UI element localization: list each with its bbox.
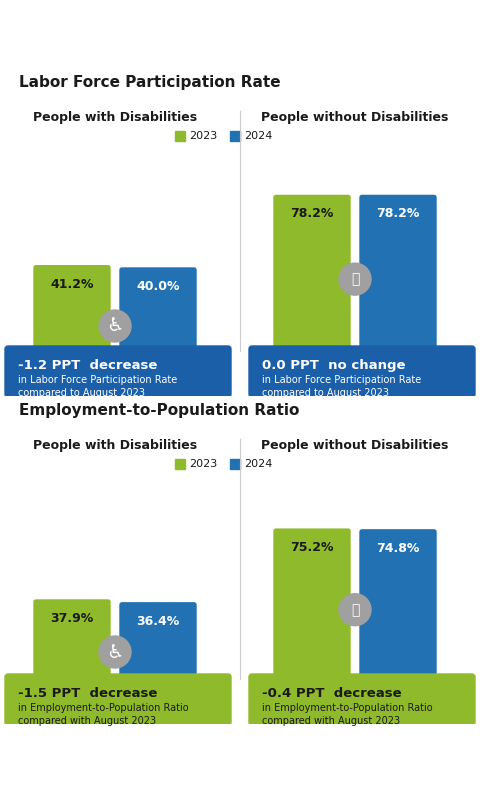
- Text: 78.2%: 78.2%: [376, 207, 420, 221]
- Circle shape: [384, 25, 461, 36]
- Text: 2023: 2023: [189, 459, 217, 469]
- Text: 🚶: 🚶: [351, 603, 359, 617]
- Text: 🚶: 🚶: [351, 272, 359, 286]
- FancyBboxPatch shape: [34, 600, 110, 676]
- FancyBboxPatch shape: [249, 674, 475, 725]
- Text: People without Disabilities: People without Disabilities: [261, 111, 449, 124]
- Text: -1.5 PPT  decrease: -1.5 PPT decrease: [18, 687, 157, 700]
- FancyBboxPatch shape: [175, 459, 185, 469]
- FancyBboxPatch shape: [5, 346, 231, 397]
- FancyBboxPatch shape: [274, 195, 350, 348]
- Text: 74.8%: 74.8%: [376, 542, 420, 555]
- FancyBboxPatch shape: [230, 131, 240, 141]
- Text: 41.2%: 41.2%: [50, 278, 94, 291]
- Text: in Employment-to-Population Ratio
compared with August 2023: in Employment-to-Population Ratio compar…: [262, 703, 432, 727]
- Text: -0.4 PPT  decrease: -0.4 PPT decrease: [262, 687, 402, 700]
- Circle shape: [99, 636, 131, 668]
- FancyBboxPatch shape: [274, 529, 350, 676]
- Text: People with Disabilities: People with Disabilities: [33, 111, 197, 124]
- Text: September 2024 National Trends In Disability Employment Report (nTIDE): September 2024 National Trends In Disabi…: [12, 742, 347, 751]
- Text: ♿: ♿: [106, 317, 124, 336]
- FancyBboxPatch shape: [360, 195, 436, 348]
- Text: National Trends In Disability Employment
Year-to-Year Comparison: National Trends In Disability Employment…: [10, 40, 225, 63]
- FancyBboxPatch shape: [249, 346, 475, 397]
- Text: ♿: ♿: [106, 642, 124, 661]
- FancyBboxPatch shape: [5, 674, 231, 725]
- Text: 37.9%: 37.9%: [50, 612, 94, 625]
- FancyBboxPatch shape: [34, 266, 110, 348]
- Text: nTIDE: nTIDE: [398, 25, 435, 36]
- FancyBboxPatch shape: [175, 131, 185, 141]
- Text: People without Disabilities: People without Disabilities: [261, 439, 449, 452]
- Text: Employment-to-Population Ratio: Employment-to-Population Ratio: [19, 403, 300, 418]
- Text: 40.0%: 40.0%: [136, 280, 180, 293]
- Circle shape: [406, 21, 480, 33]
- FancyBboxPatch shape: [230, 459, 240, 469]
- FancyBboxPatch shape: [360, 530, 436, 676]
- Text: in Employment-to-Population Ratio
compared with August 2023: in Employment-to-Population Ratio compar…: [18, 703, 189, 727]
- Text: 78.2%: 78.2%: [290, 207, 334, 221]
- Circle shape: [99, 310, 131, 342]
- Text: 75.2%: 75.2%: [290, 542, 334, 554]
- Text: 2024: 2024: [244, 459, 272, 469]
- Text: 2024: 2024: [244, 131, 272, 141]
- Text: Labor Force Participation Rate: Labor Force Participation Rate: [19, 75, 281, 90]
- Circle shape: [339, 594, 371, 626]
- Text: 0.0 PPT  no change: 0.0 PPT no change: [262, 359, 406, 372]
- Text: Source:: Source:: [12, 732, 51, 741]
- Text: in Labor Force Participation Rate
compared to August 2023: in Labor Force Participation Rate compar…: [262, 375, 421, 399]
- Circle shape: [339, 263, 371, 295]
- Text: *PPT = Percentage Point: *PPT = Percentage Point: [12, 752, 122, 761]
- Text: 2023: 2023: [189, 131, 217, 141]
- Text: August 2023 to August 2024: August 2023 to August 2024: [10, 19, 298, 37]
- Text: 36.4%: 36.4%: [136, 615, 180, 628]
- FancyBboxPatch shape: [120, 603, 196, 676]
- Text: Source:  Kessler Foundation and the University of New Hampshire Institute on Dis: Source: Kessler Foundation and the Unive…: [12, 732, 410, 741]
- Text: People with Disabilities: People with Disabilities: [33, 439, 197, 452]
- Circle shape: [425, 25, 480, 36]
- FancyBboxPatch shape: [120, 268, 196, 348]
- Text: in Labor Force Participation Rate
compared to August 2023: in Labor Force Participation Rate compar…: [18, 375, 177, 399]
- Text: -1.2 PPT  decrease: -1.2 PPT decrease: [18, 359, 157, 372]
